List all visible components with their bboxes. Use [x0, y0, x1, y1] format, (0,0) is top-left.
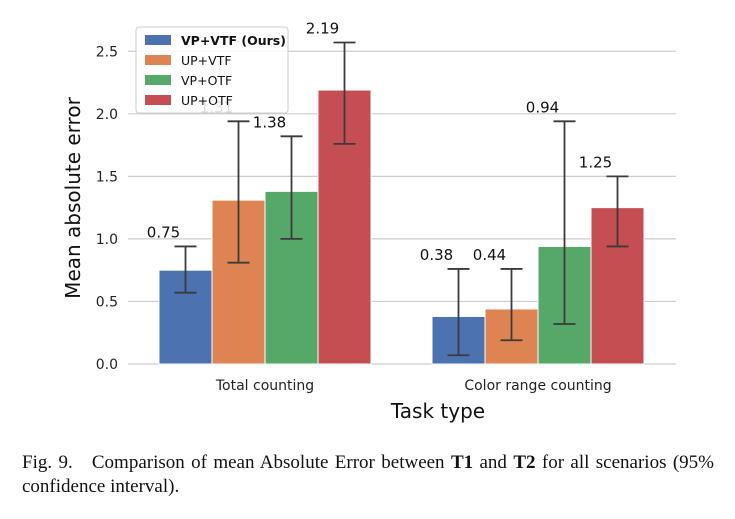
y-axis-label: Mean absolute error [61, 96, 85, 298]
legend-swatch [145, 55, 171, 65]
y-axis-ticks: 0.0 0.5 1.0 1.5 2.0 2.5 [96, 44, 118, 373]
bar-value-label: 0.44 [473, 246, 506, 264]
bar-value-label: 1.25 [579, 153, 612, 171]
bar-value-label: 2.19 [306, 20, 339, 38]
bar-chart: 0.00.51.01.52.02.5 0.750.381.310.441.380… [61, 20, 676, 423]
legend-swatch [145, 75, 171, 85]
legend-swatch [145, 95, 171, 105]
x-axis-ticks: Total counting Color range counting [215, 378, 612, 394]
error-bars [174, 41, 629, 357]
caption-t2: T2 [513, 452, 536, 473]
x-tick-label: Total counting [215, 378, 314, 394]
y-tick-label: 0.0 [96, 357, 118, 373]
x-tick-label: Color range counting [464, 378, 611, 394]
bar-value-label: 0.38 [420, 246, 453, 264]
caption-text-before: Comparison of mean Absolute Error betwee… [91, 452, 451, 473]
caption-text-after: for all scenarios (95% confidence interv… [22, 452, 714, 497]
y-tick-label: 1.5 [96, 169, 118, 185]
bar-value-label: 0.94 [526, 98, 559, 116]
bars [158, 89, 645, 365]
caption-prefix: Fig. 9. [22, 452, 73, 473]
x-axis-label: Task type [390, 399, 485, 423]
legend-entry: VP+OTF [181, 73, 232, 88]
legend-box [135, 26, 289, 114]
figure-caption: Fig. 9. Comparison of mean Absolute Erro… [22, 451, 714, 499]
caption-and: and [473, 452, 514, 473]
legend-swatch [145, 35, 171, 45]
legend-entry: UP+VTF [181, 53, 232, 68]
y-tick-label: 2.5 [96, 44, 118, 60]
legend: VP+VTF (Ours) UP+VTF VP+OTF UP+OTF [135, 26, 289, 114]
legend-entry: UP+OTF [181, 93, 233, 108]
y-tick-label: 2.0 [96, 107, 118, 123]
legend-entry: VP+VTF (Ours) [181, 33, 286, 48]
y-tick-label: 1.0 [96, 232, 118, 248]
bar-value-label: 0.75 [147, 223, 180, 241]
caption-t1: T1 [450, 452, 474, 473]
bar-value-label: 1.38 [253, 113, 286, 131]
y-tick-label: 0.5 [96, 294, 118, 310]
